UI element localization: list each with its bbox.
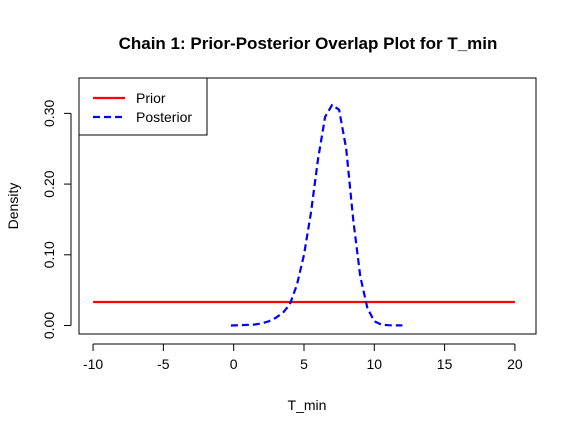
plot-area-frame <box>78 77 537 335</box>
chart-title: Chain 1: Prior-Posterior Overlap Plot fo… <box>119 34 498 53</box>
y-tick-label: 0.10 <box>41 241 57 268</box>
x-tick-label: 20 <box>507 356 523 372</box>
legend: Prior Posterior <box>78 77 208 136</box>
x-tick-label: 0 <box>230 356 238 372</box>
legend-label-posterior: Posterior <box>136 109 192 125</box>
y-tick-label: 0.00 <box>41 312 57 339</box>
x-tick-label: -10 <box>83 356 103 372</box>
x-tick-label: 5 <box>300 356 308 372</box>
y-tick-label: 0.20 <box>41 170 57 197</box>
x-tick-label: -5 <box>157 356 170 372</box>
y-axis-label: Density <box>5 183 21 230</box>
series-line-posterior <box>230 103 403 327</box>
y-axis: 0.00 0.10 0.20 0.30 <box>41 100 72 339</box>
legend-label-prior: Prior <box>136 90 166 106</box>
x-axis-label: T_min <box>288 397 327 413</box>
legend-box <box>78 77 208 136</box>
x-axis: -10 -5 0 5 10 15 20 <box>83 343 523 372</box>
x-tick-label: 10 <box>367 356 383 372</box>
y-tick-label: 0.30 <box>41 100 57 127</box>
series-layer <box>93 103 515 327</box>
x-tick-label: 15 <box>437 356 453 372</box>
